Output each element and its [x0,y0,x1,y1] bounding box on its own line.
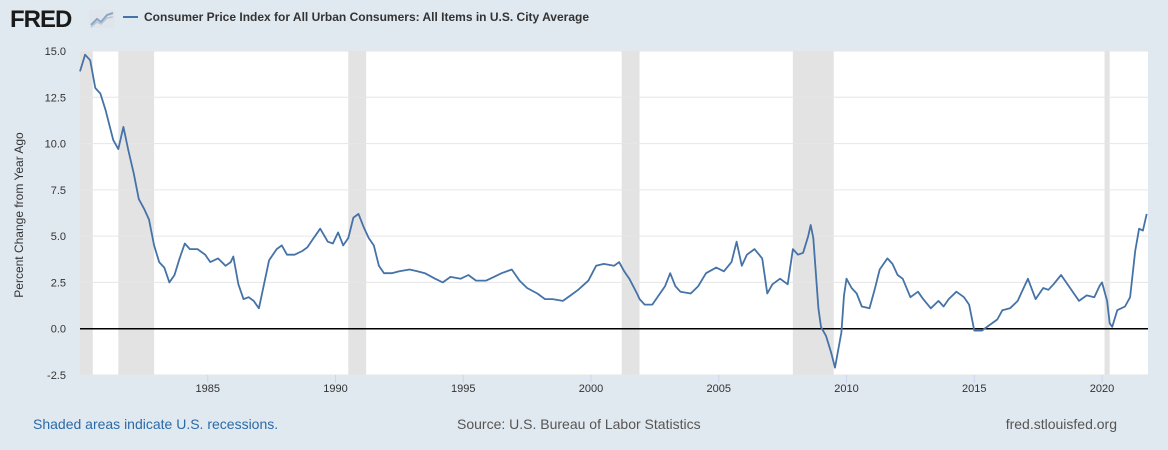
legend-swatch [123,16,138,18]
y-tick-label: 10.0 [45,139,66,151]
fred-logo[interactable]: FRED [10,6,72,33]
recession-band [118,51,155,375]
y-tick-label: -2.5 [47,370,66,382]
recession-band [621,51,640,375]
site-link[interactable]: fred.stlouisfed.org [1005,416,1117,432]
y-tick-label: 7.5 [51,185,66,197]
x-tick-label: 2015 [962,383,986,395]
header: FRED Consumer Price Index for All Urban … [0,0,1168,40]
legend-label: Consumer Price Index for All Urban Consu… [144,10,589,24]
plot-area [80,51,1148,375]
y-tick-label: 15.0 [45,46,66,58]
recession-band [1104,51,1110,375]
x-tick-label: 1990 [323,383,347,395]
y-tick-label: 0.0 [51,324,66,336]
recession-band [80,51,93,375]
y-tick-label: 2.5 [51,277,66,289]
x-tick-label: 2010 [834,383,858,395]
x-tick-label: 1995 [451,383,475,395]
series-line [79,53,1148,369]
y-tick-label: 12.5 [45,92,66,104]
source-text: Source: U.S. Bureau of Labor Statistics [457,416,701,432]
chart-line-icon [89,10,115,28]
recession-band [792,51,834,375]
y-axis-title: Percent Change from Year Ago [12,132,26,298]
x-tick-label: 2000 [579,383,603,395]
y-tick-label: 5.0 [51,231,66,243]
x-tick-label: 1985 [196,383,220,395]
legend: Consumer Price Index for All Urban Consu… [123,10,589,24]
x-tick-label: 2020 [1090,383,1114,395]
recession-note-link[interactable]: Shaded areas indicate U.S. recessions. [33,416,279,432]
recession-band [348,51,367,375]
x-tick-label: 2005 [707,383,731,395]
